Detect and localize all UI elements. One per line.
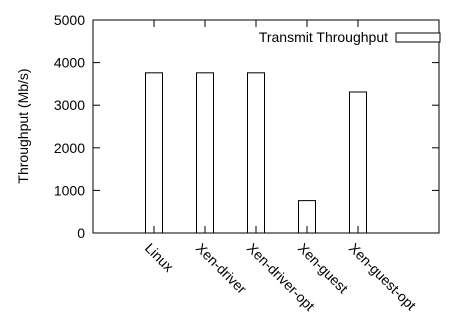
x-axis: Linux Xen-driverXen-driver-optXen-guestXe… (142, 20, 420, 314)
y-axis: 0 1000 2000 3000 4000 5000 (54, 12, 439, 241)
y-tick-label: 0 (77, 225, 85, 241)
x-tick-label: Xen-guest-opt (346, 240, 420, 314)
legend: Transmit Throughput (259, 29, 441, 45)
y-axis-title: Throughput (Mb/s) (15, 68, 31, 183)
bar (196, 72, 214, 234)
y-tick-label: 3000 (54, 97, 85, 113)
legend-label: Transmit Throughput (259, 29, 388, 45)
y-tick-label: 2000 (54, 140, 85, 156)
bar (247, 72, 265, 234)
y-tick-label: 1000 (54, 182, 85, 198)
y-tick-label: 5000 (54, 12, 85, 28)
legend-swatch (395, 32, 441, 43)
bar (349, 91, 367, 234)
bar (145, 72, 163, 234)
x-tick-label: Xen-driver (193, 240, 250, 297)
y-tick-label: 4000 (54, 55, 85, 71)
plot-frame (92, 19, 440, 234)
axes-box (92, 19, 440, 234)
x-tick-label: Linux (142, 240, 177, 275)
bar-series (145, 72, 367, 234)
